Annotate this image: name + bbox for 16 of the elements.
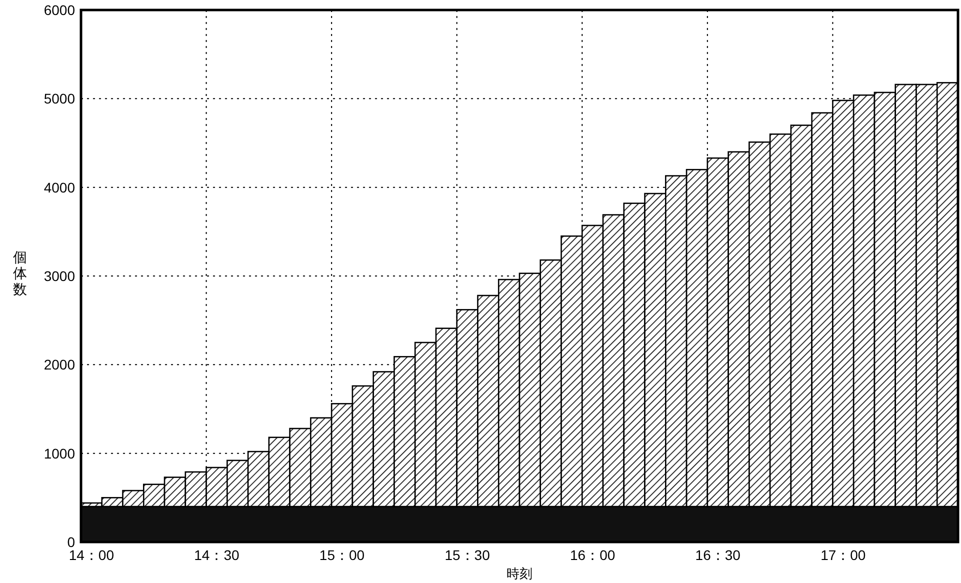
y-tick-label: 3000 <box>44 268 76 284</box>
y-axis-title: 個体数 <box>13 249 27 297</box>
x-tick-label: 15：00 <box>319 547 365 563</box>
x-tick-label: 15：30 <box>444 547 490 563</box>
x-tick-label: 17：00 <box>820 547 866 563</box>
y-tick-label: 0 <box>67 534 76 550</box>
y-tick-label: 5000 <box>44 90 76 107</box>
x-tick-label: 16：30 <box>695 547 741 563</box>
y-tick-label: 6000 <box>44 2 76 18</box>
x-tick-label: 14：30 <box>194 547 240 563</box>
x-tick-label: 16：00 <box>570 547 616 563</box>
y-tick-label: 2000 <box>44 356 76 373</box>
y-tick-label: 1000 <box>44 445 76 462</box>
x-tick-label: 14：00 <box>68 547 114 563</box>
x-axis-title: 時刻 <box>506 566 532 581</box>
y-tick-label: 4000 <box>44 179 76 196</box>
